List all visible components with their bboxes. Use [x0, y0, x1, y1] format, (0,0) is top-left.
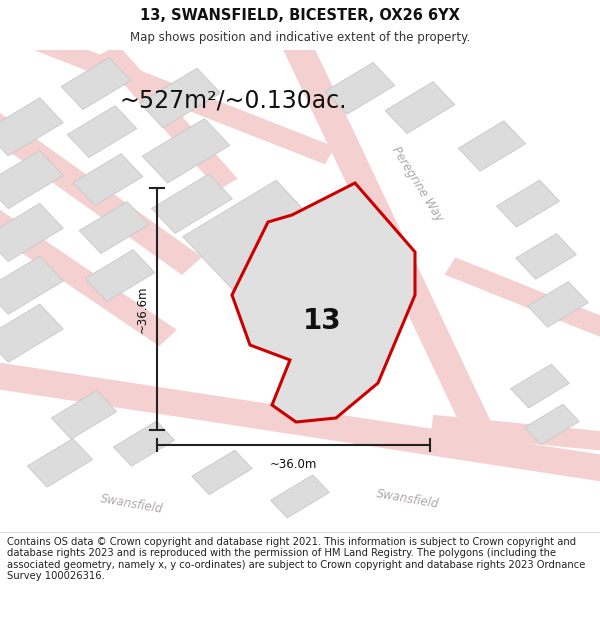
Text: Contains OS data © Crown copyright and database right 2021. This information is : Contains OS data © Crown copyright and d… — [7, 537, 586, 581]
Polygon shape — [0, 151, 63, 209]
Polygon shape — [73, 154, 143, 206]
Polygon shape — [511, 364, 569, 408]
Polygon shape — [98, 44, 238, 190]
Polygon shape — [445, 258, 600, 347]
Polygon shape — [152, 174, 232, 233]
Polygon shape — [52, 391, 116, 439]
Text: Swansfield: Swansfield — [376, 487, 440, 511]
Polygon shape — [0, 99, 202, 275]
Polygon shape — [0, 256, 63, 314]
Text: 13: 13 — [303, 307, 342, 335]
Polygon shape — [528, 282, 588, 328]
Text: Map shows position and indicative extent of the property.: Map shows position and indicative extent… — [130, 31, 470, 44]
Text: Swansfield: Swansfield — [100, 492, 164, 516]
Polygon shape — [67, 106, 137, 158]
Polygon shape — [274, 22, 506, 462]
Polygon shape — [0, 304, 63, 362]
Polygon shape — [325, 62, 395, 114]
Text: ~36.6m: ~36.6m — [136, 285, 149, 332]
Polygon shape — [182, 180, 340, 304]
Polygon shape — [0, 203, 63, 261]
Polygon shape — [140, 68, 220, 128]
Polygon shape — [142, 119, 230, 183]
Polygon shape — [28, 439, 92, 487]
Text: Peregrine Way: Peregrine Way — [389, 144, 445, 224]
Polygon shape — [385, 82, 455, 134]
Polygon shape — [271, 475, 329, 518]
Text: ~36.0m: ~36.0m — [270, 458, 317, 471]
Text: ~527m²/~0.130ac.: ~527m²/~0.130ac. — [120, 88, 347, 112]
Polygon shape — [525, 404, 579, 444]
Polygon shape — [0, 359, 600, 486]
Polygon shape — [85, 249, 155, 301]
Text: 13, SWANSFIELD, BICESTER, OX26 6YX: 13, SWANSFIELD, BICESTER, OX26 6YX — [140, 8, 460, 22]
Polygon shape — [497, 180, 559, 227]
Polygon shape — [192, 450, 252, 494]
Polygon shape — [516, 234, 576, 279]
Polygon shape — [0, 196, 177, 346]
Polygon shape — [431, 415, 600, 453]
Polygon shape — [113, 421, 175, 466]
Polygon shape — [0, 18, 335, 164]
Polygon shape — [458, 121, 526, 171]
Polygon shape — [79, 202, 149, 254]
Polygon shape — [61, 58, 131, 109]
Polygon shape — [232, 183, 415, 422]
Polygon shape — [0, 98, 63, 156]
